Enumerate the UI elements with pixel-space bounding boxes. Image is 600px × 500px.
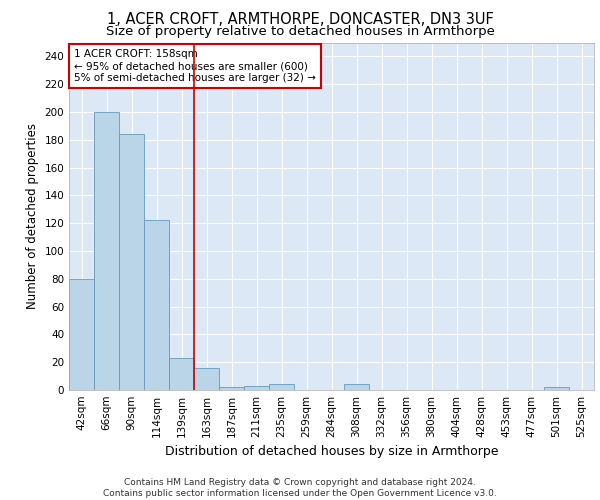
Bar bbox=[544, 387, 569, 390]
Bar bbox=[169, 358, 194, 390]
Y-axis label: Number of detached properties: Number of detached properties bbox=[26, 123, 39, 309]
Bar bbox=[244, 386, 269, 390]
Bar bbox=[94, 112, 119, 390]
Text: 1 ACER CROFT: 158sqm
← 95% of detached houses are smaller (600)
5% of semi-detac: 1 ACER CROFT: 158sqm ← 95% of detached h… bbox=[74, 50, 316, 82]
Bar bbox=[219, 387, 244, 390]
Text: 1, ACER CROFT, ARMTHORPE, DONCASTER, DN3 3UF: 1, ACER CROFT, ARMTHORPE, DONCASTER, DN3… bbox=[107, 12, 493, 28]
Bar bbox=[194, 368, 219, 390]
Bar bbox=[344, 384, 369, 390]
Text: Contains HM Land Registry data © Crown copyright and database right 2024.
Contai: Contains HM Land Registry data © Crown c… bbox=[103, 478, 497, 498]
X-axis label: Distribution of detached houses by size in Armthorpe: Distribution of detached houses by size … bbox=[165, 446, 498, 458]
Text: Size of property relative to detached houses in Armthorpe: Size of property relative to detached ho… bbox=[106, 25, 494, 38]
Bar bbox=[144, 220, 169, 390]
Bar bbox=[119, 134, 144, 390]
Bar bbox=[269, 384, 294, 390]
Bar bbox=[69, 279, 94, 390]
